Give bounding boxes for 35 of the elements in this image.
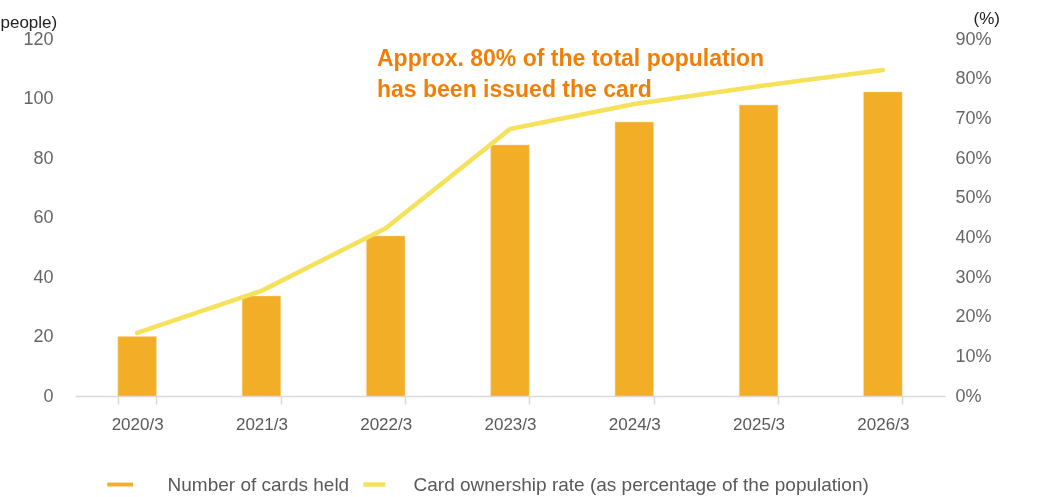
y2-axis-title: (%) [973, 8, 1000, 28]
x-tick-label: 2020/3 [111, 414, 164, 434]
y2-tick-label: 90% [955, 28, 992, 49]
y2-tick-label: 60% [955, 147, 992, 168]
y-tick-label: 20 [33, 326, 54, 346]
legend-label: Card ownership rate (as percentage of the population) [413, 473, 869, 495]
y-tick-label: 60 [33, 207, 54, 227]
y2-tick-label: 50% [955, 187, 992, 208]
y2-tick-label: 10% [955, 345, 992, 366]
x-tick-label: 2022/3 [360, 414, 413, 434]
x-tick-label: 2021/3 [235, 414, 288, 434]
bar [366, 235, 406, 397]
bar [241, 295, 281, 397]
bar [863, 91, 903, 397]
y-axis-title: people) [0, 12, 58, 32]
x-tick-label: 2023/3 [484, 414, 537, 434]
bar [739, 104, 779, 397]
x-tick-label: 2025/3 [733, 414, 786, 434]
x-tick-label: 2024/3 [608, 414, 661, 434]
y2-tick-label: 20% [955, 306, 992, 327]
y2-tick-label: 80% [955, 68, 992, 89]
y2-tick-label: 40% [955, 226, 992, 247]
annotation: Approx. 80% of the total population has been issued the card [377, 45, 765, 102]
bar [490, 144, 530, 397]
bar [117, 336, 157, 397]
bar [614, 121, 654, 397]
y-tick-label: 40 [33, 266, 54, 287]
y2-tick-label: 30% [955, 266, 992, 287]
legend-label: Number of cards held [167, 473, 350, 495]
y-tick-label: 100 [23, 88, 54, 108]
x-tick-label: 2026/3 [857, 414, 910, 434]
y2-tick-label: 70% [955, 107, 992, 128]
y-tick-label: 0 [43, 385, 54, 406]
y2-tick-label: 0% [955, 385, 982, 406]
y-tick-label: 80 [33, 147, 54, 168]
